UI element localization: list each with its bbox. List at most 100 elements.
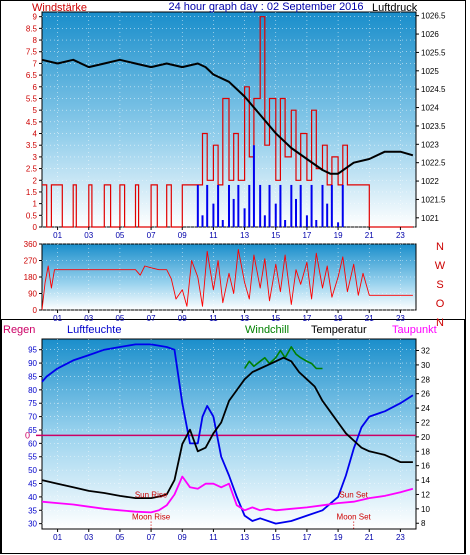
wind-y-tick-label: 5.5 [26,94,38,103]
humidity-y-tick-label: 80 [28,386,37,395]
temperature-humidity-x-tick-label: 19 [334,533,343,542]
wind-y-tick-label: 3.5 [26,141,38,150]
wind-y-tick-label: 6.5 [26,71,38,80]
wind-direction-x-tick-label: 05 [115,314,124,323]
temperature-y2-tick-label: 26 [421,390,430,399]
wind-pressure-x-tick-label: 09 [178,231,187,240]
direction-y-tick-label: 360 [24,240,38,249]
wind-pressure-x-tick-label: 13 [240,231,249,240]
compass-label: O [436,298,445,310]
wind-direction-x-tick-label: 01 [53,314,62,323]
temperature-y2-tick-label: 8 [421,519,426,528]
humidity-y-tick-label: 70 [28,413,37,422]
pressure-y2-tick-label: 1025 [421,67,439,76]
wind-y-tick-label: 1 [33,200,38,209]
wind-pressure-x-tick-label: 19 [334,231,343,240]
humidity-y-tick-label: 50 [28,466,37,475]
wind-speed-series [42,16,413,228]
wind-direction-x-tick-label: 21 [365,314,374,323]
temperature-humidity-x-tick-label: 07 [147,533,156,542]
wind-y-tick-label: 7.5 [26,48,38,57]
humidity-y-tick-label: 45 [28,480,37,489]
temperature-y2-tick-label: 12 [421,490,430,499]
humidity-y-tick-label: 35 [28,506,37,515]
temperature-series [41,356,413,500]
chart-title: 24 hour graph day : 02 September 2016 [168,1,363,13]
temperature-y2-tick-label: 30 [421,361,430,370]
temperature-y2-tick-label: 28 [421,375,430,384]
humidity-series [41,343,414,525]
wind-y-tick-label: 2 [33,176,38,185]
pressure-y2-tick-label: 1023.5 [421,122,446,131]
pressure-series [41,58,414,175]
humidity-y-tick-label: 55 [28,453,37,462]
pressure-y2-tick-label: 1021.5 [421,195,446,204]
pressure-y2-tick-label: 1021 [421,214,439,223]
humidity-y-tick-label: 60 [28,439,37,448]
bottom-frame [1,319,465,554]
temperature-humidity-plot-area [41,338,417,530]
pressure-y2-tick-label: 1025.5 [421,48,446,57]
temperature-humidity-x-tick-label: 21 [365,533,374,542]
wind-y-tick-label: 3 [33,153,38,162]
wind-direction-plot-area [41,243,417,311]
wind-y-tick-label: 5 [33,106,38,115]
compass-label: N [436,241,444,253]
annotation-sun-rise: Sun Rise [135,490,168,499]
temperature-humidity-x-tick-label: 03 [84,533,93,542]
wind-direction-x-tick-label: 03 [84,314,93,323]
direction-y-tick-label: 0 [33,306,38,315]
temperature-humidity-x-tick-label: 11 [209,533,218,542]
pressure-y2-tick-label: 1023 [421,140,439,149]
annotation-sun-set: Sun Set [339,490,368,499]
temperature-y2-tick-label: 22 [421,418,430,427]
temperature-y2-tick-label: 16 [421,462,430,471]
temperature-humidity-x-tick-label: 05 [115,533,124,542]
pressure-axis-title: Luftdruck [372,2,418,14]
pressure-y2-tick-label: 1024.5 [421,85,446,94]
wind-direction-x-tick-label: 23 [396,314,405,323]
wind-direction-x-tick-label: 17 [302,314,311,323]
wind-y-tick-label: 4.5 [26,118,38,127]
pressure-y2-tick-label: 1026.5 [421,12,446,21]
wind-direction-x-tick-label: 19 [334,314,343,323]
temperature-y2-tick-label: 18 [421,447,430,456]
temperature-y2-tick-label: 32 [421,347,430,356]
wind-y-tick-label: 4 [33,130,38,139]
wind-pressure-x-tick-label: 15 [271,231,280,240]
humidity-y-tick-label: 75 [28,399,37,408]
annotation-moon-rise: Moon Rise [132,513,171,522]
humidity-y-tick-label: 30 [28,520,37,529]
temperature-legend: Temperatur [311,324,367,336]
wind-axis-title: Windstärke [32,2,87,14]
humidity-axis-title: Luftfeuchte [67,324,121,336]
compass-label: W [435,260,446,272]
temperature-humidity-x-tick-label: 09 [178,533,187,542]
temperature-humidity-x-tick-label: 23 [396,533,405,542]
temperature-y2-tick-label: 20 [421,433,430,442]
humidity-y-tick-label: 85 [28,372,37,381]
wind-y-tick-label: 8.5 [26,24,38,33]
pressure-y2-tick-label: 1026 [421,30,439,39]
direction-y-tick-label: 90 [28,290,37,299]
dewpoint-series [41,475,414,514]
pressure-y2-tick-label: 1022.5 [421,159,446,168]
temperature-y2-tick-label: 10 [421,505,430,514]
wind-direction-x-tick-label: 07 [147,314,156,323]
windchill-series [243,346,323,370]
windchill-legend: Windchill [245,324,289,336]
wind-pressure-x-tick-label: 03 [84,231,93,240]
wind-y-tick-label: 0 [33,223,38,232]
wind-y-tick-label: 9 [33,13,38,22]
pressure-y2-tick-label: 1024 [421,104,439,113]
compass-label: N [436,317,444,329]
temperature-y2-tick-label: 24 [421,404,430,413]
temperature-y2-tick-label: 14 [421,476,430,485]
temperature-humidity-x-tick-label: 13 [240,533,249,542]
wind-pressure-x-tick-label: 11 [209,231,218,240]
wind-y-tick-label: 1.5 [26,188,38,197]
temperature-humidity-x-tick-label: 15 [271,533,280,542]
humidity-y-tick-label: 95 [28,346,37,355]
wind-y-tick-label: 8 [33,36,38,45]
